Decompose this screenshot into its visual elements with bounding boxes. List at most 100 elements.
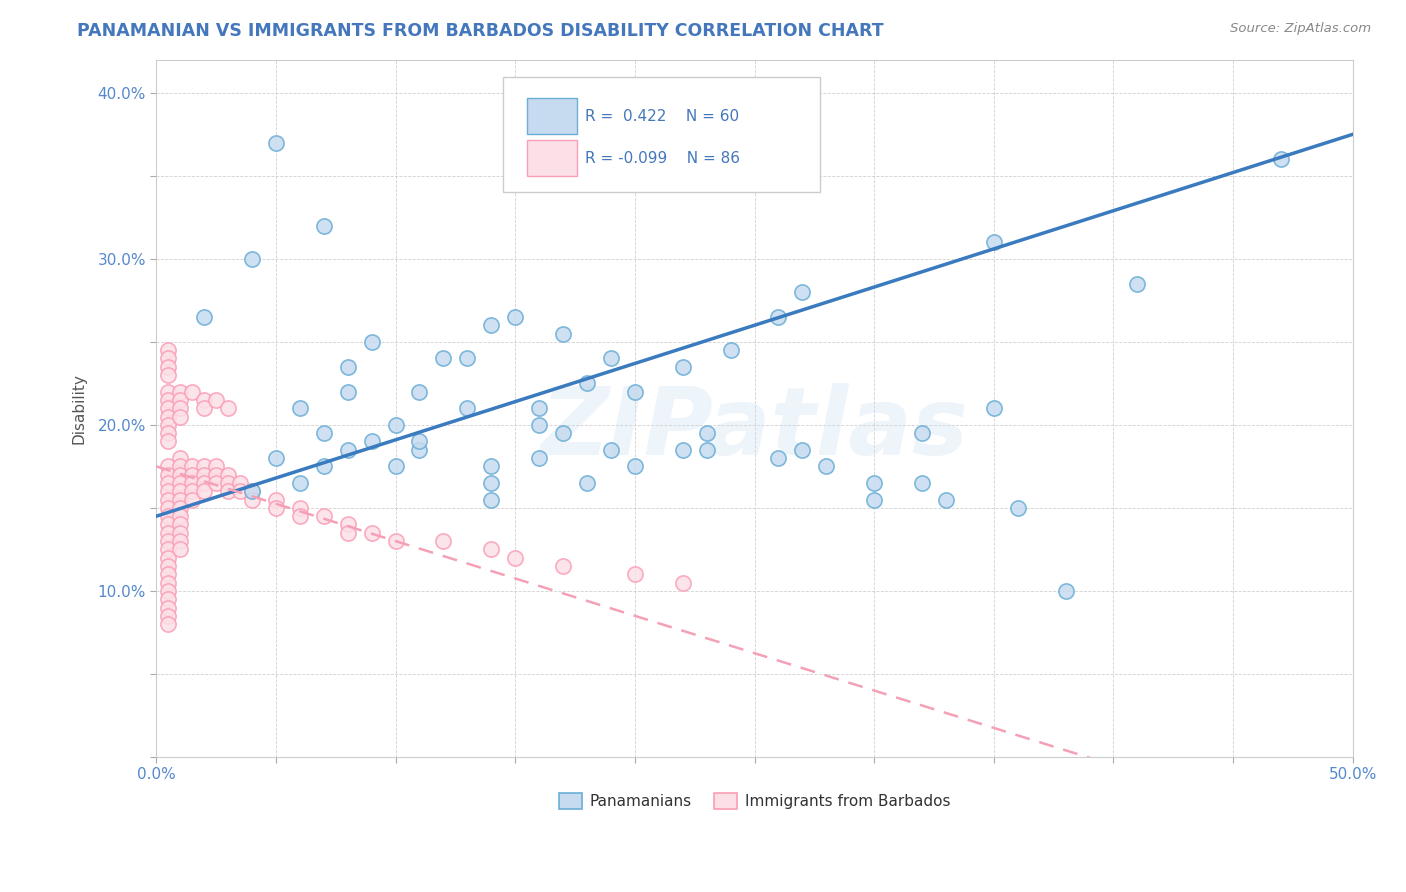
Point [696, 426, 718, 441]
Point [157, 484, 180, 499]
Point [479, 459, 502, 474]
Point [336, 384, 359, 399]
Point [360, 525, 382, 540]
Point [157, 459, 180, 474]
Point [157, 351, 180, 366]
Point [312, 459, 335, 474]
Point [1270, 152, 1292, 166]
Point [456, 351, 478, 366]
Point [157, 592, 180, 607]
Point [205, 467, 228, 482]
Point [768, 310, 790, 324]
Point [157, 509, 180, 524]
Point [157, 500, 180, 515]
Point [181, 484, 204, 499]
Point [983, 235, 1005, 250]
Point [624, 384, 647, 399]
Point [193, 392, 215, 407]
Point [479, 318, 502, 333]
Text: PANAMANIAN VS IMMIGRANTS FROM BARBADOS DISABILITY CORRELATION CHART: PANAMANIAN VS IMMIGRANTS FROM BARBADOS D… [77, 22, 884, 40]
Point [288, 509, 311, 524]
Point [169, 525, 191, 540]
Point [312, 509, 335, 524]
Point [193, 475, 215, 490]
Point [157, 559, 180, 574]
Point [336, 359, 359, 374]
Point [336, 517, 359, 532]
Point [169, 484, 191, 499]
Point [479, 542, 502, 557]
Point [157, 359, 180, 374]
Point [157, 617, 180, 632]
Point [157, 492, 180, 507]
Point [336, 525, 359, 540]
Point [157, 392, 180, 407]
Point [1007, 500, 1029, 515]
Y-axis label: Disability: Disability [72, 373, 86, 443]
Point [408, 442, 430, 457]
Point [157, 517, 180, 532]
Point [217, 475, 239, 490]
Point [456, 401, 478, 416]
Point [157, 525, 180, 540]
Point [169, 392, 191, 407]
Point [169, 459, 191, 474]
Text: R = -0.099    N = 86: R = -0.099 N = 86 [585, 151, 740, 166]
Point [624, 567, 647, 582]
Point [157, 384, 180, 399]
Point [169, 542, 191, 557]
Point [696, 442, 718, 457]
FancyBboxPatch shape [527, 98, 578, 134]
Point [240, 484, 263, 499]
Point [264, 492, 287, 507]
Point [157, 575, 180, 590]
Point [181, 467, 204, 482]
Point [432, 351, 454, 366]
Point [193, 467, 215, 482]
Point [264, 451, 287, 466]
Point [193, 401, 215, 416]
FancyBboxPatch shape [503, 77, 820, 192]
Point [384, 459, 406, 474]
Point [384, 534, 406, 549]
Point [288, 475, 311, 490]
Point [157, 475, 180, 490]
Point [527, 417, 550, 432]
Point [384, 417, 406, 432]
Point [312, 426, 335, 441]
Point [551, 426, 574, 441]
Point [169, 509, 191, 524]
Point [157, 368, 180, 382]
Point [768, 451, 790, 466]
Point [240, 492, 263, 507]
Point [815, 459, 838, 474]
Text: Source: ZipAtlas.com: Source: ZipAtlas.com [1230, 22, 1371, 36]
Point [193, 484, 215, 499]
FancyBboxPatch shape [527, 140, 578, 176]
Point [575, 475, 598, 490]
Point [169, 517, 191, 532]
Point [360, 334, 382, 349]
Point [181, 475, 204, 490]
Point [169, 467, 191, 482]
Point [600, 442, 623, 457]
Point [157, 550, 180, 565]
Point [503, 310, 526, 324]
Point [229, 475, 252, 490]
Point [169, 534, 191, 549]
Point [911, 426, 934, 441]
Point [479, 475, 502, 490]
Point [157, 567, 180, 582]
Point [217, 401, 239, 416]
Point [312, 219, 335, 233]
Point [193, 459, 215, 474]
Point [169, 401, 191, 416]
Point [935, 492, 957, 507]
Point [193, 310, 215, 324]
Point [157, 409, 180, 424]
Point [479, 492, 502, 507]
Point [169, 409, 191, 424]
Point [1054, 583, 1077, 598]
Point [169, 475, 191, 490]
Point [408, 384, 430, 399]
